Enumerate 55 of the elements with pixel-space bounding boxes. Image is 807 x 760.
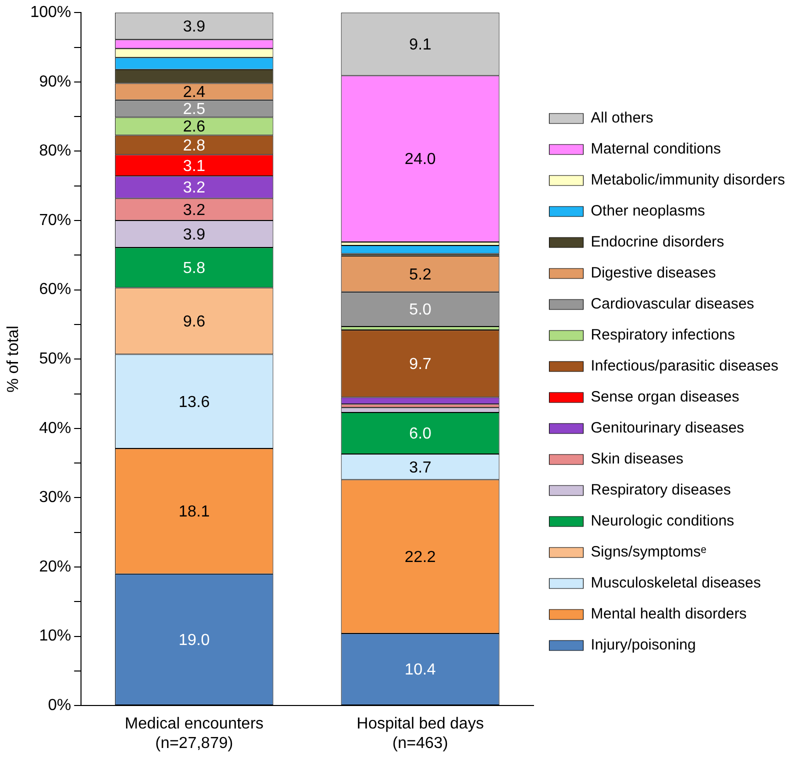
data-label: 2.4 <box>183 84 206 102</box>
x-tick-label: Medical encounters (n=27,879) <box>124 716 264 752</box>
x-tick-label: Hospital bed days (n=463) <box>356 716 484 752</box>
legend-label: Neurologic conditions <box>590 512 734 530</box>
data-label: 3.1 <box>183 158 206 175</box>
y-tick-label: 70% <box>39 212 72 229</box>
legend-label: Signs/symptomsᵉ <box>590 544 707 561</box>
data-label: 22.2 <box>404 549 436 566</box>
legend-label: Maternal conditions <box>590 140 721 158</box>
legend-label: Metabolic/immunity disorders <box>590 172 786 189</box>
data-label: 5.0 <box>409 302 432 319</box>
data-label: 18.1 <box>178 504 210 521</box>
data-label: 5.8 <box>183 260 206 278</box>
legend-label: Digestive diseases <box>590 264 716 282</box>
legend-label: Mental health disorders <box>590 606 747 623</box>
data-label: 13.6 <box>178 394 210 411</box>
data-label: 3.9 <box>183 226 206 244</box>
data-label: 9.7 <box>409 356 432 374</box>
data-label: 9.1 <box>409 36 432 54</box>
data-label: 3.7 <box>409 459 432 476</box>
y-tick-label: 0% <box>48 697 72 714</box>
legend-label: Sense organ diseases <box>590 388 740 406</box>
y-tick-label: 90% <box>39 73 72 90</box>
legend-label: Respiratory infections <box>590 326 736 344</box>
y-tick-label: 50% <box>39 350 72 368</box>
legend-label: Respiratory diseases <box>590 482 731 499</box>
data-label: 2.5 <box>183 100 206 118</box>
y-tick-label: 100% <box>30 4 72 22</box>
data-label: 6.0 <box>409 426 432 443</box>
legend-label: Endocrine disorders <box>590 234 724 251</box>
data-label: 3.2 <box>183 180 206 197</box>
legend-label: Musculoskeletal diseases <box>590 574 761 592</box>
data-label: 2.8 <box>183 137 206 154</box>
y-axis-title: % of total <box>5 326 22 392</box>
y-tick-label: 10% <box>39 628 72 645</box>
data-label: 19.0 <box>178 632 210 649</box>
legend-label: Skin diseases <box>590 450 684 468</box>
data-label: 5.2 <box>409 266 432 284</box>
y-tick-label: 20% <box>39 558 72 576</box>
data-label: 24.0 <box>404 151 436 168</box>
legend-label: Infectious/parasitic diseases <box>590 358 778 375</box>
y-tick-label: 80% <box>39 142 72 160</box>
y-tick-label: 40% <box>39 420 72 437</box>
legend-label: All others <box>590 110 654 127</box>
legend-label: Injury/poisoning <box>590 636 696 654</box>
data-label: 2.6 <box>183 118 206 136</box>
data-label: 3.2 <box>183 202 206 219</box>
y-tick-label: 30% <box>39 489 72 506</box>
data-label: 9.6 <box>183 313 206 330</box>
legend-label: Other neoplasms <box>590 202 706 220</box>
y-tick-label: 60% <box>39 281 72 298</box>
legend-label: Genitourinary diseases <box>590 420 744 437</box>
legend-label: Cardiovascular diseases <box>590 296 754 313</box>
data-label: 10.4 <box>404 662 436 679</box>
data-label: 3.9 <box>183 18 206 36</box>
